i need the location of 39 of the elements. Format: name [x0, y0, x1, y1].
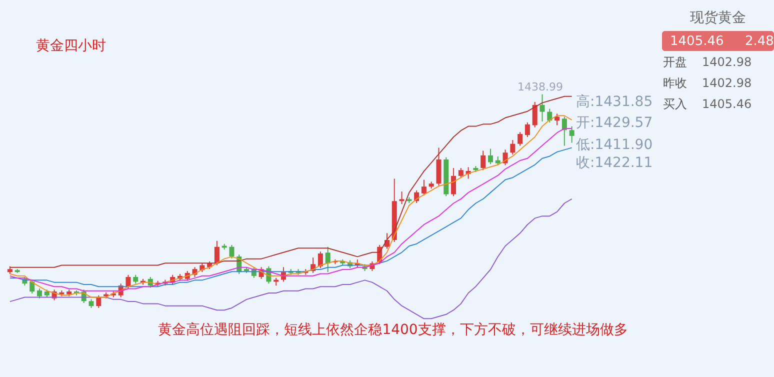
candlestick [458, 167, 464, 178]
text: 开:1429.57 [576, 115, 653, 131]
text: 低:1411.90 [576, 137, 653, 153]
chart-title: 黄金四小时 [36, 38, 106, 54]
candlestick [229, 244, 234, 259]
candlestick [488, 148, 493, 165]
text: 2.48 [745, 34, 774, 49]
text: 1405.46 [702, 97, 752, 111]
candlestick [399, 190, 404, 205]
text: 开盘 [663, 55, 687, 69]
candlestick [325, 246, 330, 273]
candlestick [480, 150, 486, 171]
text: 买入 [663, 97, 687, 111]
candlestick [554, 113, 560, 126]
candlestick [518, 132, 523, 146]
text: 黄金高位遇阻回踩，短线上依然企稳1400支撑，下方不破，可继续进场做多 [158, 322, 628, 338]
candlestick [421, 179, 426, 196]
candlestick [532, 101, 538, 128]
candlestick [510, 139, 516, 156]
text: 1405.46 [670, 34, 724, 49]
candlestick [96, 294, 102, 308]
candlestick [524, 122, 530, 138]
text: 高:1431.85 [576, 94, 653, 110]
text: 现货黄金 [690, 10, 746, 26]
candlestick [502, 149, 508, 166]
candlestick [318, 251, 323, 269]
text: 1402.98 [702, 55, 752, 69]
candlestick [451, 167, 456, 197]
text: 收:1422.11 [576, 155, 653, 171]
candlestick [126, 274, 131, 290]
text: 昨收 [663, 76, 687, 90]
candlestick [569, 126, 574, 144]
candlestick [562, 116, 567, 146]
candlestick [214, 240, 220, 266]
candlestick [37, 288, 42, 299]
annotation: 1438.99 [518, 80, 563, 94]
text: 1402.98 [702, 76, 752, 90]
candlestick [30, 279, 35, 294]
candlestick [540, 94, 545, 122]
